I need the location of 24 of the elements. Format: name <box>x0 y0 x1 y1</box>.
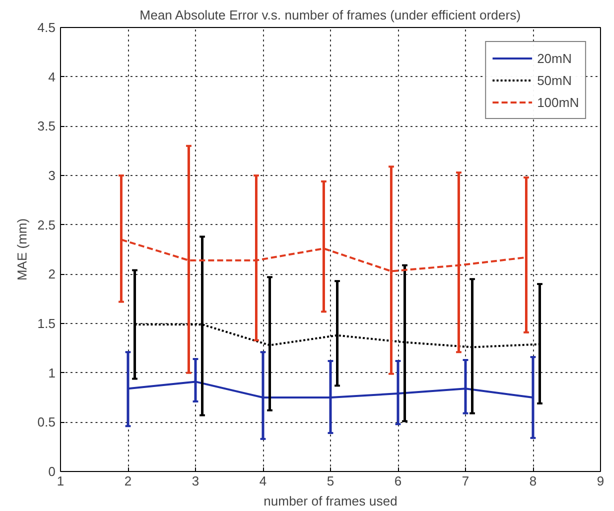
x-tick-label: 5 <box>326 474 334 488</box>
x-tick-label: 3 <box>192 474 200 488</box>
y-tick-label: 4 <box>48 69 56 84</box>
y-tick-label: 0 <box>48 464 56 479</box>
x-tick-label: 7 <box>462 474 470 488</box>
x-tick-label: 6 <box>394 474 402 488</box>
x-tick-label: 9 <box>596 474 604 488</box>
y-tick-label: 3.5 <box>37 118 56 134</box>
y-tick-label: 2.5 <box>37 217 56 232</box>
legend-label: 100mN <box>537 94 579 110</box>
y-tick-label: 1.5 <box>37 316 56 331</box>
legend-label: 50mN <box>537 72 572 88</box>
y-tick-label: 0.5 <box>37 414 56 430</box>
y-tick-label: 2 <box>48 266 56 282</box>
y-axis-title: MAE (mm) <box>14 218 30 281</box>
y-tick-label: 4.5 <box>37 20 56 35</box>
x-tick-label: 8 <box>529 474 537 488</box>
legend-label: 20mN <box>537 50 572 66</box>
x-axis-title: number of frames used <box>264 494 398 508</box>
chart-title: Mean Absolute Error v.s. number of frames (under efficient orders) <box>140 8 521 22</box>
y-tick-label: 1 <box>48 365 56 380</box>
x-tick-label: 4 <box>259 474 267 488</box>
x-tick-label: 2 <box>124 474 132 488</box>
y-tick-label: 3 <box>48 168 56 183</box>
